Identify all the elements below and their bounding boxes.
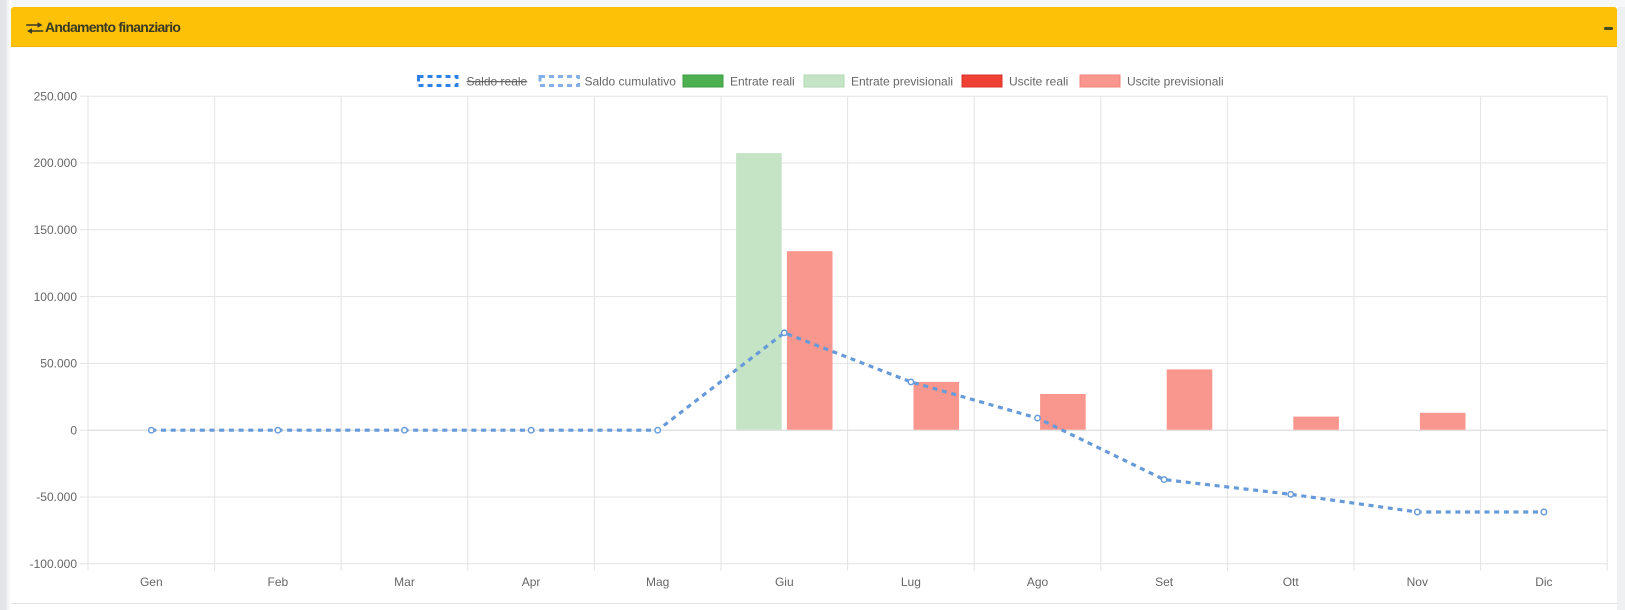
svg-text:Saldo reale: Saldo reale: [467, 74, 528, 88]
svg-text:Set: Set: [1155, 575, 1174, 589]
svg-text:Lug: Lug: [901, 575, 921, 589]
svg-text:Uscite previsionali: Uscite previsionali: [1127, 74, 1224, 88]
svg-text:150.000: 150.000: [34, 223, 78, 237]
svg-text:Giu: Giu: [775, 575, 794, 589]
svg-text:Ott: Ott: [1283, 575, 1300, 589]
svg-text:100.000: 100.000: [34, 290, 78, 304]
svg-text:Gen: Gen: [140, 575, 163, 589]
svg-text:-100.000: -100.000: [30, 557, 78, 571]
svg-text:Nov: Nov: [1407, 575, 1428, 589]
svg-text:Apr: Apr: [522, 575, 541, 589]
svg-text:Feb: Feb: [268, 575, 289, 589]
svg-text:Saldo cumulativo: Saldo cumulativo: [585, 74, 677, 88]
svg-text:Entrate reali: Entrate reali: [730, 74, 795, 88]
svg-text:Ago: Ago: [1027, 575, 1049, 589]
svg-text:Uscite reali: Uscite reali: [1009, 74, 1068, 88]
svg-text:-50.000: -50.000: [36, 490, 77, 504]
svg-text:250.000: 250.000: [34, 89, 78, 103]
svg-text:0: 0: [70, 423, 77, 437]
svg-text:Entrate previsionali: Entrate previsionali: [851, 74, 953, 88]
svg-text:50.000: 50.000: [40, 357, 77, 371]
svg-text:Dic: Dic: [1535, 575, 1552, 589]
svg-text:Mag: Mag: [646, 575, 669, 589]
svg-text:200.000: 200.000: [34, 156, 78, 170]
svg-text:Mar: Mar: [394, 575, 415, 589]
